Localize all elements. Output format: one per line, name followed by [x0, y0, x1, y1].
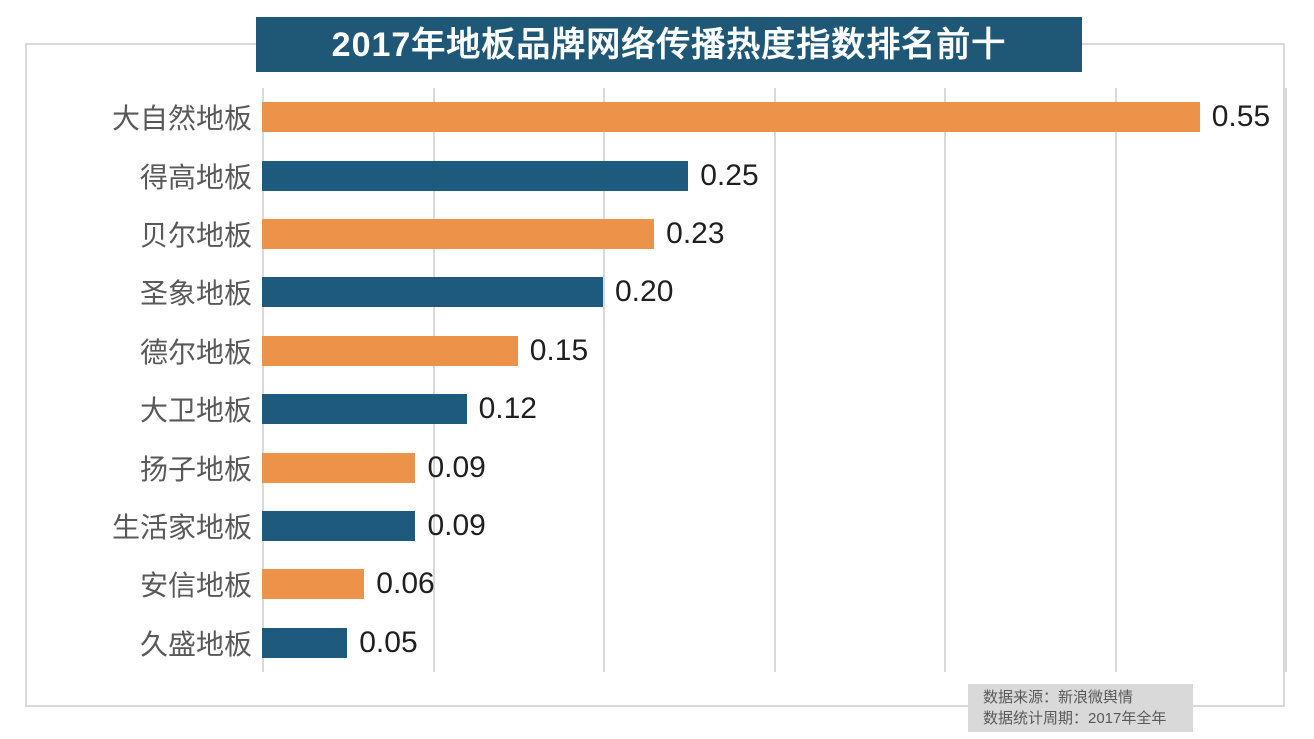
value-label: 0.05 [359, 625, 418, 659]
bar-row: 扬子地板 0.09 [0, 438, 1314, 496]
gridline [1114, 88, 1117, 672]
category-label: 大卫地板 [139, 395, 252, 427]
chart-title: 2017年地板品牌网络传播热度指数排名前十 [256, 17, 1082, 72]
bar-row: 贝尔地板 0.23 [0, 205, 1314, 263]
value-label: 0.23 [666, 216, 725, 250]
value-label: 0.15 [529, 333, 589, 367]
gridline [773, 88, 776, 672]
bar-row: 圣象地板 0.20 [0, 263, 1314, 321]
category-label: 扬子地板 [139, 453, 252, 485]
bar [262, 218, 655, 249]
category-label: 得高地板 [139, 161, 252, 193]
bar [262, 160, 689, 191]
value-label: 0.55 [1211, 100, 1271, 134]
category-label: 圣象地板 [139, 278, 252, 310]
category-label: 贝尔地板 [139, 219, 252, 251]
bar-row: 大自然地板 0.55 [0, 88, 1314, 146]
bar-row: 大卫地板 0.12 [0, 380, 1314, 438]
source-line-2: 数据统计周期：2017年全年 [983, 710, 1167, 727]
bar [262, 277, 603, 308]
category-label: 安信地板 [139, 570, 252, 602]
gridline [1285, 88, 1287, 672]
bar-rows: 大自然地板 0.55 得高地板 0.25 贝尔地板 0.23 圣象地板 0.20 德尔地板 0.1… [0, 88, 1314, 672]
category-label: 生活家地板 [111, 511, 252, 543]
bar [262, 569, 365, 600]
bar [262, 335, 518, 366]
bar [262, 627, 348, 658]
bar [262, 510, 416, 541]
source-line-1: 数据来源：新浪微舆情 [983, 689, 1134, 706]
category-label: 久盛地板 [139, 628, 252, 660]
bar [262, 452, 416, 483]
value-label: 0.09 [427, 450, 486, 484]
gridline [262, 88, 264, 672]
bar [262, 394, 467, 425]
value-label: 0.12 [478, 392, 537, 426]
value-label: 0.06 [376, 567, 435, 601]
bar-row: 久盛地板 0.05 [0, 614, 1314, 672]
source-note: 数据来源：新浪微舆情 数据统计周期：2017年全年 [968, 684, 1193, 732]
category-label: 德尔地板 [139, 336, 252, 368]
value-label: 0.20 [615, 275, 674, 309]
gridline [944, 88, 946, 672]
gridline [432, 88, 435, 672]
bar [262, 102, 1200, 133]
bar-row: 德尔地板 0.15 [0, 322, 1314, 380]
bar-row: 生活家地板 0.09 [0, 497, 1314, 555]
category-label: 大自然地板 [111, 103, 252, 135]
value-label: 0.25 [700, 158, 759, 192]
bar-row: 安信地板 0.06 [0, 555, 1314, 613]
gridline [603, 88, 605, 672]
value-label: 0.09 [427, 508, 486, 542]
bar-row: 得高地板 0.25 [0, 146, 1314, 204]
